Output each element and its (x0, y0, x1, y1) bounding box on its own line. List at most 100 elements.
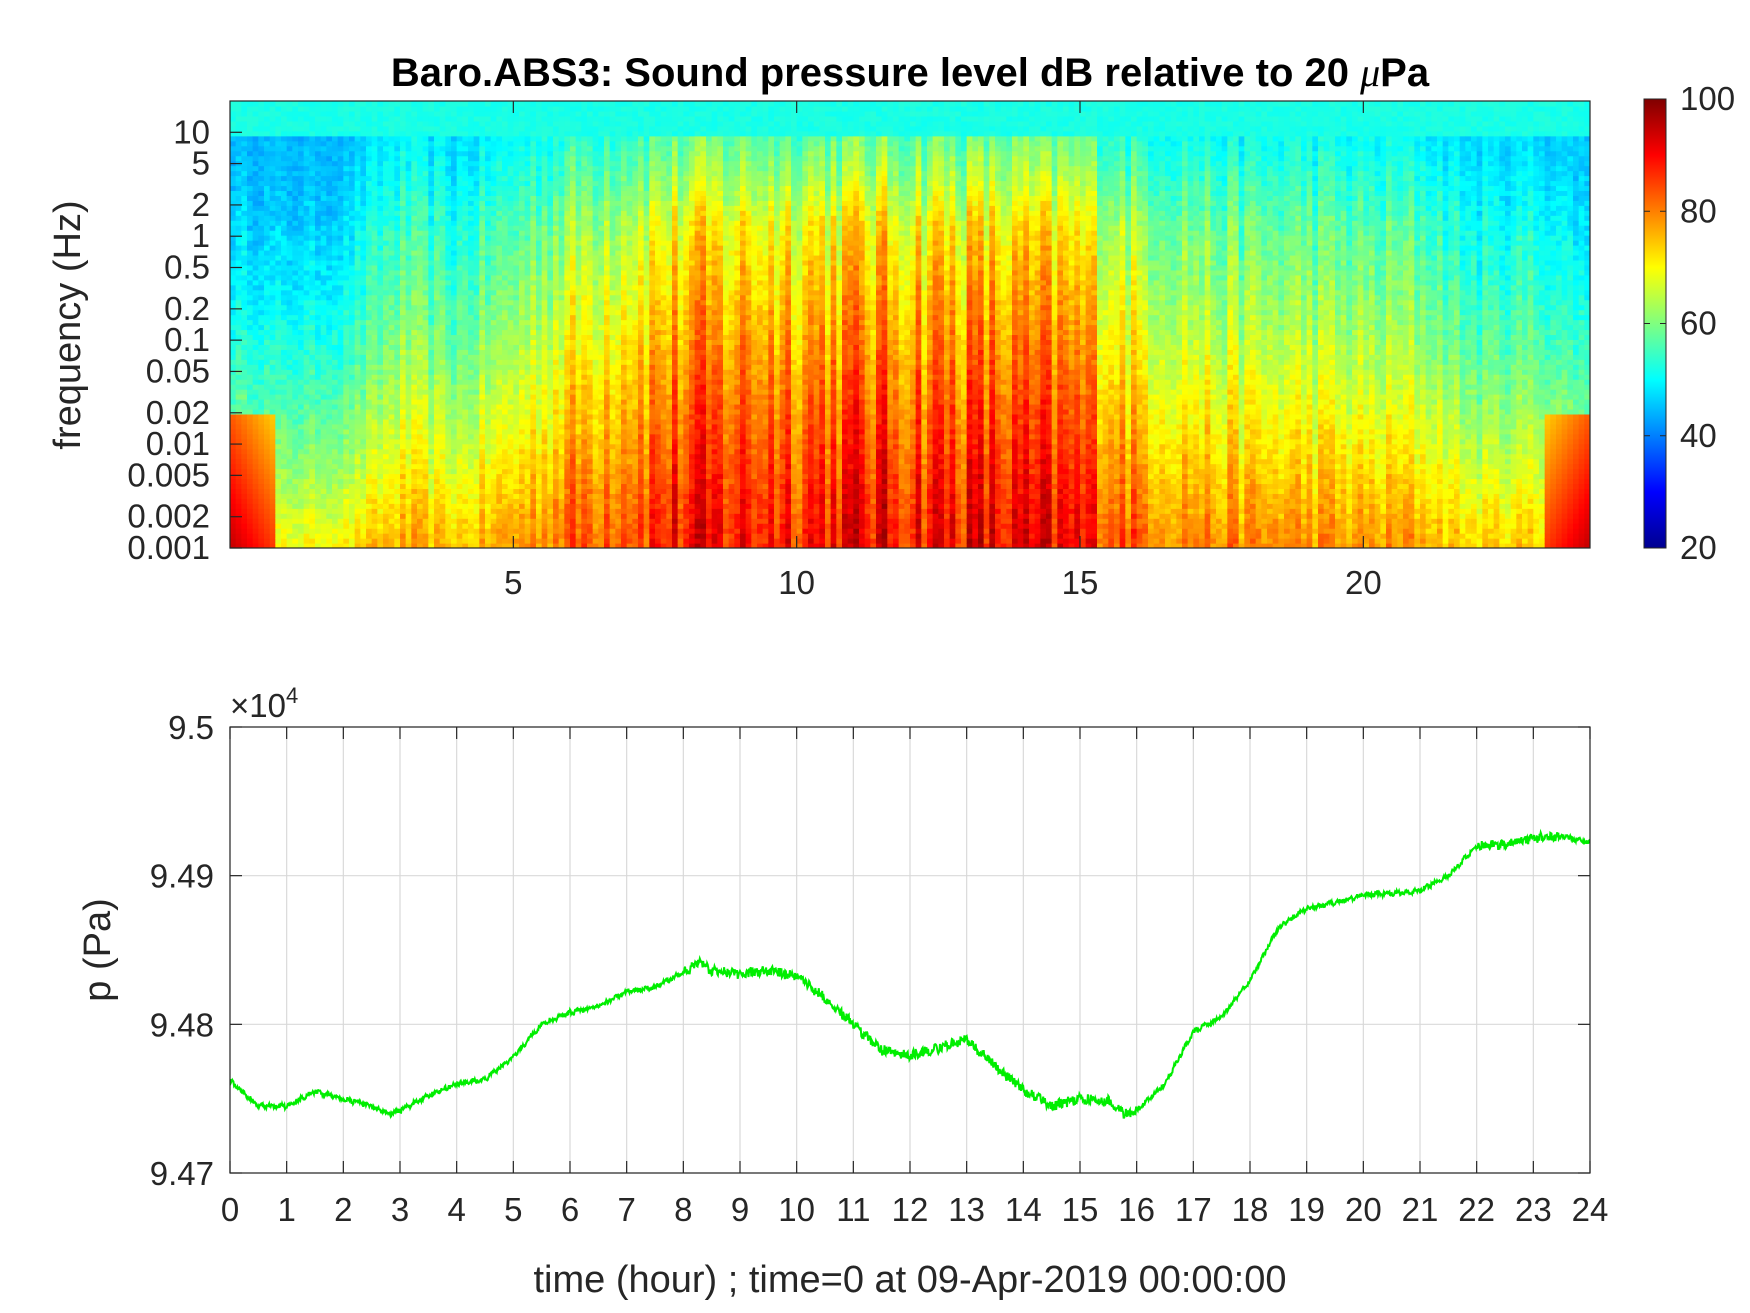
spectrogram-cell (383, 528, 389, 534)
spectrogram-cell (389, 364, 395, 370)
spectrogram-cell (247, 518, 253, 524)
spectrogram-cell (275, 320, 281, 326)
spectrogram-cell (508, 474, 514, 480)
spectrogram-cell (485, 459, 491, 465)
spectrogram-cell (525, 464, 531, 470)
spectrogram-cell (275, 518, 281, 524)
spectrogram-cell (264, 185, 270, 191)
spectrogram-cell (440, 171, 446, 177)
spectrogram-cell (349, 474, 355, 480)
spectrogram-cell (230, 215, 236, 221)
spectrogram-cell (321, 131, 327, 137)
spectrogram-cell (411, 200, 417, 206)
spectrogram-cell (440, 483, 446, 489)
spectrogram-cell (485, 528, 491, 534)
spectrogram-cell (287, 384, 293, 390)
spectrogram-cell (355, 250, 361, 256)
spectrogram-cell (321, 394, 327, 400)
spectrogram-cell (502, 255, 508, 261)
spectrogram-cell (411, 280, 417, 286)
spectrogram-cell (513, 444, 519, 450)
spectrogram-cell (479, 454, 485, 460)
spectrogram-cell (530, 200, 536, 206)
spectrogram-cell (519, 449, 525, 455)
spectrogram-cell (315, 166, 321, 172)
spectrogram-cell (304, 488, 310, 494)
spectrogram-cell (428, 126, 434, 132)
spectrogram-cell (326, 344, 332, 350)
spectrogram-cell (542, 409, 548, 415)
spectrogram-cell (355, 325, 361, 331)
spectrogram-cell (372, 240, 378, 246)
spectrogram-cell (536, 310, 542, 316)
spectrogram-cell (372, 498, 378, 504)
spectrogram-cell (406, 374, 412, 380)
spectrogram-cell (315, 325, 321, 331)
spectrogram-cell (372, 270, 378, 276)
spectrogram-cell (343, 498, 349, 504)
spectrogram-cell (343, 320, 349, 326)
spectrogram-cell (321, 190, 327, 196)
spectrogram-cell (508, 409, 514, 415)
spectrogram-cell (491, 235, 497, 241)
spectrogram-cell (502, 389, 508, 395)
spectrogram-cell (236, 106, 242, 112)
spectrogram-cell (321, 136, 327, 142)
spectrogram-cell (343, 379, 349, 385)
spectrogram-cell (440, 359, 446, 365)
spectrogram-cell (275, 459, 281, 465)
spectrogram-cell (428, 111, 434, 117)
spectrogram-cell (258, 275, 264, 281)
spectrogram-cell (457, 379, 463, 385)
spectrogram-cell (508, 300, 514, 306)
spectrogram-cell (298, 493, 304, 499)
spectrogram-cell (406, 195, 412, 201)
spectrogram-cell (281, 250, 287, 256)
spectrogram-cell (309, 389, 315, 395)
spectrogram-cell (479, 265, 485, 271)
spectrogram-cell (236, 195, 242, 201)
spectrogram-cell (445, 205, 451, 211)
spectrogram-cell (309, 260, 315, 266)
spectrogram-cell (411, 225, 417, 231)
spectrogram-cell (315, 409, 321, 415)
spectrogram-cell (360, 488, 366, 494)
spectrogram-cell (332, 300, 338, 306)
spectrogram-cell (298, 121, 304, 127)
spectrogram-cell (287, 295, 293, 301)
spectrogram-cell (519, 250, 525, 256)
spectrogram-cell (474, 111, 480, 117)
spectrogram-cell (479, 225, 485, 231)
spectrogram-cell (462, 444, 468, 450)
spectrogram-cell (338, 434, 344, 440)
spectrogram-cell (372, 325, 378, 331)
spectrogram-cell (349, 200, 355, 206)
spectrogram-cell (366, 235, 372, 241)
spectrogram-cell (457, 329, 463, 335)
spectrogram-cell (434, 404, 440, 410)
spectrogram-cell (349, 220, 355, 226)
spectrogram-cell (491, 325, 497, 331)
spectrogram-cell (542, 434, 548, 440)
spectrogram-cell (264, 275, 270, 281)
spectrogram-cell (428, 409, 434, 415)
spectrogram-cell (309, 399, 315, 405)
spectrogram-cell (530, 305, 536, 311)
spectrogram-cell (530, 265, 536, 271)
spectrogram-cell (519, 533, 525, 539)
spectrogram-cell (309, 538, 315, 544)
spectrogram-cell (321, 270, 327, 276)
spectrogram-cell (525, 151, 531, 157)
spectrogram-cell (304, 285, 310, 291)
spectrogram-cell (417, 419, 423, 425)
spectrogram-cell (349, 354, 355, 360)
spectrogram-cell (411, 101, 417, 107)
spectrogram-cell (519, 290, 525, 296)
spectrogram-cell (287, 265, 293, 271)
spectrogram-cell (241, 290, 247, 296)
spectrogram-cell (253, 310, 259, 316)
spectrogram-cell (253, 533, 259, 539)
spectrogram-cell (428, 394, 434, 400)
spectrogram-cell (230, 225, 236, 231)
spectrogram-cell (451, 339, 457, 345)
